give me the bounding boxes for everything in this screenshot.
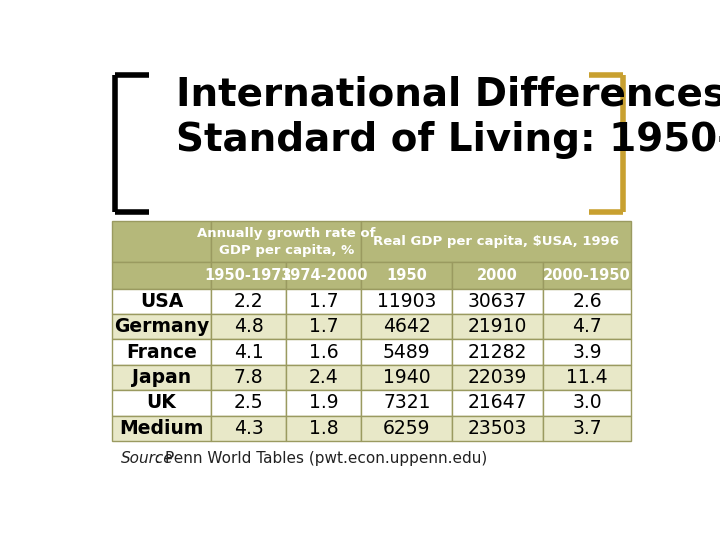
Text: 3.7: 3.7 [572, 419, 602, 438]
FancyBboxPatch shape [211, 288, 286, 314]
Text: 2.4: 2.4 [309, 368, 338, 387]
Text: 30637: 30637 [468, 292, 527, 310]
FancyBboxPatch shape [543, 416, 631, 441]
Text: Germany: Germany [114, 317, 210, 336]
FancyBboxPatch shape [286, 390, 361, 416]
Text: 4.3: 4.3 [234, 419, 264, 438]
FancyBboxPatch shape [211, 262, 286, 288]
FancyBboxPatch shape [452, 365, 543, 390]
Text: 2000-1950: 2000-1950 [544, 268, 631, 283]
FancyBboxPatch shape [286, 339, 361, 365]
FancyBboxPatch shape [112, 288, 211, 314]
FancyBboxPatch shape [361, 221, 631, 262]
Text: 1940: 1940 [383, 368, 431, 387]
FancyBboxPatch shape [286, 365, 361, 390]
Text: 1.9: 1.9 [309, 394, 338, 413]
Text: 3.9: 3.9 [572, 342, 602, 362]
FancyBboxPatch shape [112, 262, 211, 288]
Text: 5489: 5489 [383, 342, 431, 362]
Text: 1.6: 1.6 [309, 342, 338, 362]
Text: 6259: 6259 [383, 419, 431, 438]
Text: 3.0: 3.0 [572, 394, 602, 413]
FancyBboxPatch shape [112, 314, 211, 339]
Text: 4642: 4642 [383, 317, 431, 336]
FancyBboxPatch shape [452, 416, 543, 441]
FancyBboxPatch shape [452, 390, 543, 416]
Text: 11903: 11903 [377, 292, 436, 310]
Text: 2.2: 2.2 [234, 292, 264, 310]
Text: 1.7: 1.7 [309, 317, 338, 336]
FancyBboxPatch shape [543, 288, 631, 314]
FancyBboxPatch shape [361, 288, 452, 314]
Text: UK: UK [147, 394, 176, 413]
Text: 1.8: 1.8 [309, 419, 338, 438]
FancyBboxPatch shape [543, 262, 631, 288]
FancyBboxPatch shape [452, 339, 543, 365]
FancyBboxPatch shape [543, 390, 631, 416]
Text: 2.6: 2.6 [572, 292, 602, 310]
Text: 22039: 22039 [468, 368, 527, 387]
FancyBboxPatch shape [361, 365, 452, 390]
FancyBboxPatch shape [211, 339, 286, 365]
Text: 21910: 21910 [468, 317, 527, 336]
Text: 2000: 2000 [477, 268, 518, 283]
FancyBboxPatch shape [452, 314, 543, 339]
Text: Medium: Medium [120, 419, 204, 438]
Text: 4.1: 4.1 [234, 342, 264, 362]
FancyBboxPatch shape [543, 314, 631, 339]
FancyBboxPatch shape [286, 262, 361, 288]
FancyBboxPatch shape [211, 416, 286, 441]
Text: : Penn World Tables (pwt.econ.uppenn.edu): : Penn World Tables (pwt.econ.uppenn.edu… [156, 451, 487, 465]
Text: 4.8: 4.8 [234, 317, 264, 336]
Text: 7.8: 7.8 [234, 368, 264, 387]
FancyBboxPatch shape [211, 314, 286, 339]
Text: 2.5: 2.5 [234, 394, 264, 413]
Text: 1950: 1950 [387, 268, 427, 283]
FancyBboxPatch shape [543, 365, 631, 390]
Text: 23503: 23503 [468, 419, 527, 438]
Text: 4.7: 4.7 [572, 317, 602, 336]
FancyBboxPatch shape [112, 365, 211, 390]
FancyBboxPatch shape [361, 390, 452, 416]
Text: 7321: 7321 [383, 394, 431, 413]
Text: 1950-1973: 1950-1973 [204, 268, 292, 283]
FancyBboxPatch shape [112, 221, 211, 262]
FancyBboxPatch shape [211, 365, 286, 390]
Text: 1974-2000: 1974-2000 [280, 268, 367, 283]
Text: 11.4: 11.4 [567, 368, 608, 387]
FancyBboxPatch shape [211, 390, 286, 416]
Text: 1.7: 1.7 [309, 292, 338, 310]
FancyBboxPatch shape [452, 262, 543, 288]
FancyBboxPatch shape [543, 339, 631, 365]
FancyBboxPatch shape [286, 288, 361, 314]
Text: France: France [126, 342, 197, 362]
FancyBboxPatch shape [361, 339, 452, 365]
Text: Japan: Japan [132, 368, 192, 387]
FancyBboxPatch shape [286, 314, 361, 339]
FancyBboxPatch shape [361, 314, 452, 339]
FancyBboxPatch shape [286, 416, 361, 441]
FancyBboxPatch shape [112, 390, 211, 416]
FancyBboxPatch shape [452, 288, 543, 314]
FancyBboxPatch shape [112, 339, 211, 365]
Text: Annually growth rate of
GDP per capita, %: Annually growth rate of GDP per capita, … [197, 226, 375, 256]
Text: USA: USA [140, 292, 184, 310]
Text: International Differences in the
Standard of Living: 1950-2000: International Differences in the Standar… [176, 75, 720, 159]
Text: Real GDP per capita, $USA, 1996: Real GDP per capita, $USA, 1996 [374, 235, 619, 248]
Text: 21647: 21647 [468, 394, 527, 413]
FancyBboxPatch shape [361, 262, 452, 288]
FancyBboxPatch shape [361, 416, 452, 441]
FancyBboxPatch shape [211, 221, 361, 262]
Text: Source: Source [121, 451, 174, 465]
FancyBboxPatch shape [112, 416, 211, 441]
Text: 21282: 21282 [468, 342, 527, 362]
